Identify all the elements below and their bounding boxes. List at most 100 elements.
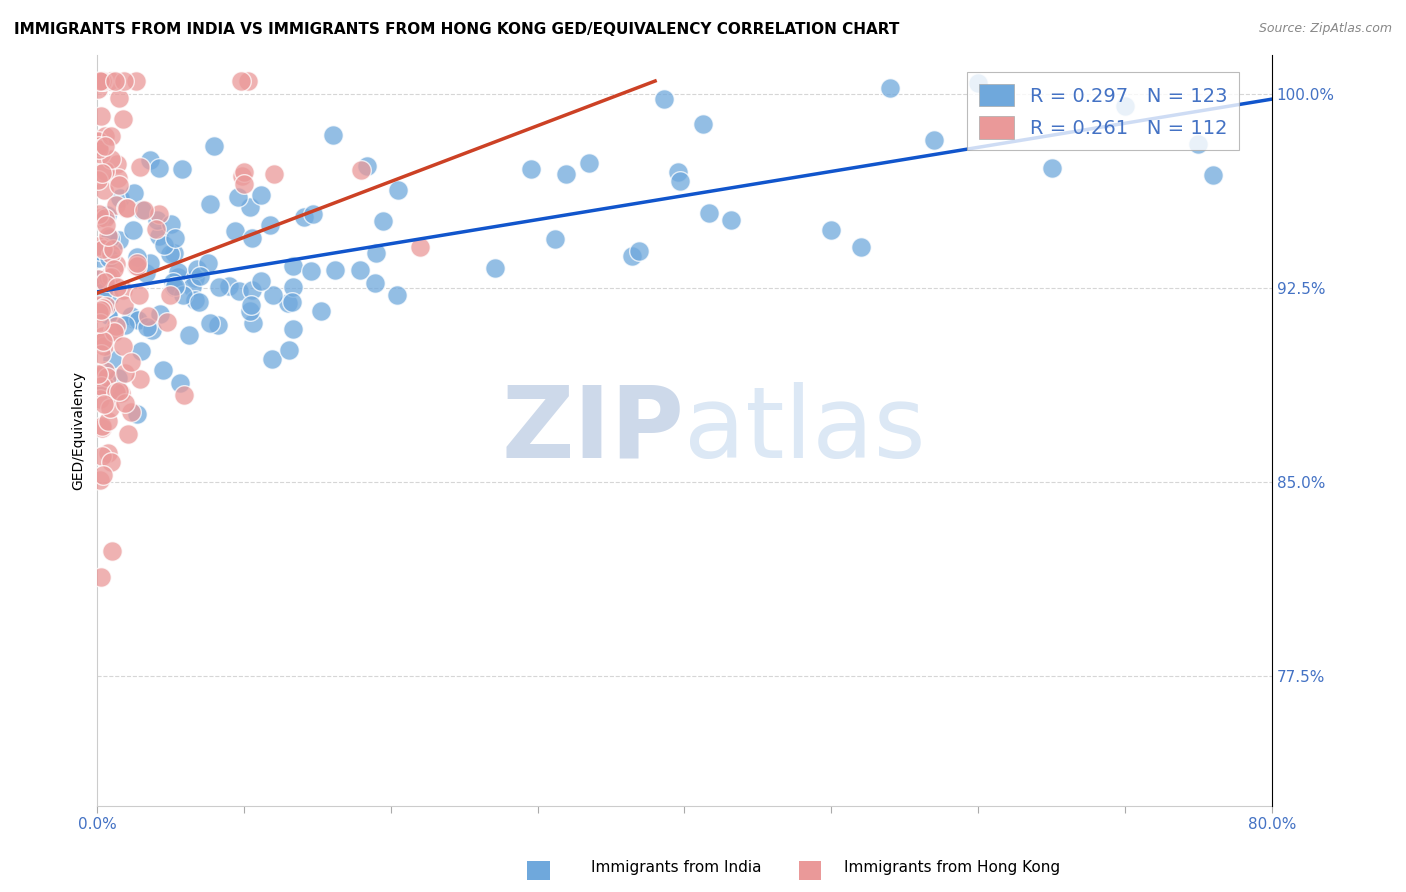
Point: [90, 109, 112, 123]
Point: [89, 143, 111, 157]
Point: [129, 160, 152, 174]
Point: [1202, 169, 1225, 183]
Point: [103, 262, 125, 277]
Point: [125, 250, 148, 264]
Point: [218, 278, 240, 293]
Point: [90, 74, 112, 88]
Point: [1040, 161, 1063, 175]
Point: [1114, 98, 1136, 112]
Point: [91, 419, 114, 434]
Point: [152, 363, 174, 377]
Point: [229, 74, 252, 88]
Point: [122, 222, 145, 236]
Point: [519, 161, 541, 176]
Point: [162, 280, 184, 294]
Point: [188, 268, 211, 283]
Point: [820, 222, 842, 236]
Point: [94, 379, 117, 393]
Point: [124, 259, 146, 273]
Point: [260, 351, 283, 366]
Point: [87, 272, 110, 286]
Point: [114, 298, 136, 312]
Point: [89, 473, 111, 487]
Point: [100, 455, 122, 469]
Point: [89, 305, 111, 319]
Point: [153, 237, 176, 252]
Point: [302, 207, 325, 221]
Text: Source: ZipAtlas.com: Source: ZipAtlas.com: [1258, 22, 1392, 36]
Point: [226, 189, 249, 203]
Point: [108, 384, 131, 399]
Point: [96, 369, 118, 384]
Point: [283, 322, 305, 336]
Point: [89, 299, 111, 313]
Point: [89, 244, 111, 259]
Point: [91, 301, 114, 315]
Point: [91, 329, 114, 343]
Point: [91, 240, 114, 254]
Point: [183, 293, 205, 307]
Point: [97, 308, 120, 322]
Point: [309, 303, 332, 318]
Point: [131, 203, 153, 218]
Y-axis label: GED/Equivalency: GED/Equivalency: [72, 371, 86, 490]
Point: [100, 74, 122, 88]
Point: [90, 303, 112, 318]
Point: [125, 259, 148, 273]
Point: [87, 238, 110, 252]
Point: [103, 325, 125, 339]
Point: [103, 324, 125, 338]
Point: [239, 200, 262, 214]
Point: [263, 168, 285, 182]
Point: [163, 246, 186, 260]
Point: [239, 304, 262, 318]
Point: [277, 343, 299, 357]
Point: [259, 218, 281, 232]
Point: [90, 166, 112, 180]
Text: ZIP: ZIP: [502, 382, 685, 479]
Point: [104, 74, 127, 88]
Point: [323, 263, 346, 277]
Point: [93, 129, 115, 144]
Point: [108, 191, 131, 205]
Point: [692, 117, 714, 131]
Point: [93, 397, 115, 411]
Point: [922, 133, 945, 147]
Point: [128, 287, 150, 301]
Point: [277, 296, 299, 310]
Point: [107, 370, 129, 384]
Point: [544, 232, 567, 246]
Point: [120, 310, 142, 324]
Point: [163, 278, 186, 293]
Point: [100, 269, 122, 284]
Point: [349, 262, 371, 277]
Point: [100, 401, 122, 415]
Point: [87, 378, 110, 392]
Point: [107, 170, 129, 185]
Point: [114, 201, 136, 215]
Point: [94, 299, 117, 313]
Point: [93, 363, 115, 377]
Point: [177, 328, 200, 343]
Point: [139, 256, 162, 270]
Point: [114, 366, 136, 380]
Point: [183, 270, 205, 285]
Point: [89, 207, 111, 221]
Point: [167, 265, 190, 279]
Point: [652, 92, 675, 106]
Point: [132, 202, 155, 217]
Point: [135, 266, 157, 280]
Point: [111, 283, 134, 297]
Point: [96, 219, 118, 233]
Point: [236, 74, 259, 88]
Point: [97, 228, 120, 243]
Point: [98, 290, 121, 304]
Point: [97, 270, 120, 285]
Point: [242, 316, 264, 330]
Point: [87, 173, 110, 187]
Point: [87, 367, 110, 381]
Point: [197, 256, 219, 270]
Point: [87, 272, 110, 286]
Point: [578, 156, 600, 170]
Point: [93, 339, 115, 353]
